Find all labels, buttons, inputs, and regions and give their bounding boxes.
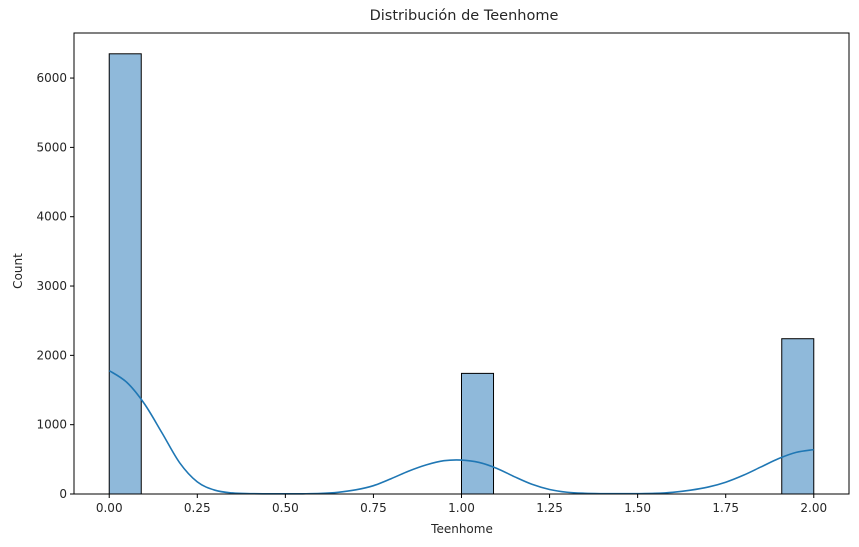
x-tick-label: 0.50 [272,501,299,515]
x-axis-ticks: 0.00 0.25 0.50 0.75 1.00 1.25 1.50 1.75 2.00 [96,494,827,515]
y-tick-label: 6000 [36,71,67,85]
x-axis-label: Teenhome [430,522,493,536]
y-tick-label: 5000 [36,140,67,154]
x-tick-label: 2.00 [800,501,827,515]
x-tick-label: 0.75 [360,501,387,515]
histogram-bar-2 [781,338,815,495]
x-tick-label: 0.25 [184,501,211,515]
y-tick-label: 0 [59,487,67,501]
kde-curve [108,369,814,495]
y-tick-label: 2000 [36,348,67,362]
histogram-bar-1 [461,372,495,495]
y-tick-label: 3000 [36,279,67,293]
chart-title: Distribución de Teenhome [370,8,559,24]
x-tick-label: 1.25 [536,501,563,515]
x-tick-label: 0.00 [96,501,123,515]
bars-group [108,53,815,495]
x-tick-label: 1.75 [712,501,739,515]
x-tick-label: 1.00 [448,501,475,515]
y-tick-label: 4000 [36,210,67,224]
y-axis-ticks: 0 1000 2000 3000 4000 5000 6000 [36,71,74,501]
x-tick-label: 1.50 [624,501,651,515]
y-tick-label: 1000 [36,418,67,432]
y-axis-label: Count [11,253,25,289]
histogram-bar-0 [108,53,142,495]
